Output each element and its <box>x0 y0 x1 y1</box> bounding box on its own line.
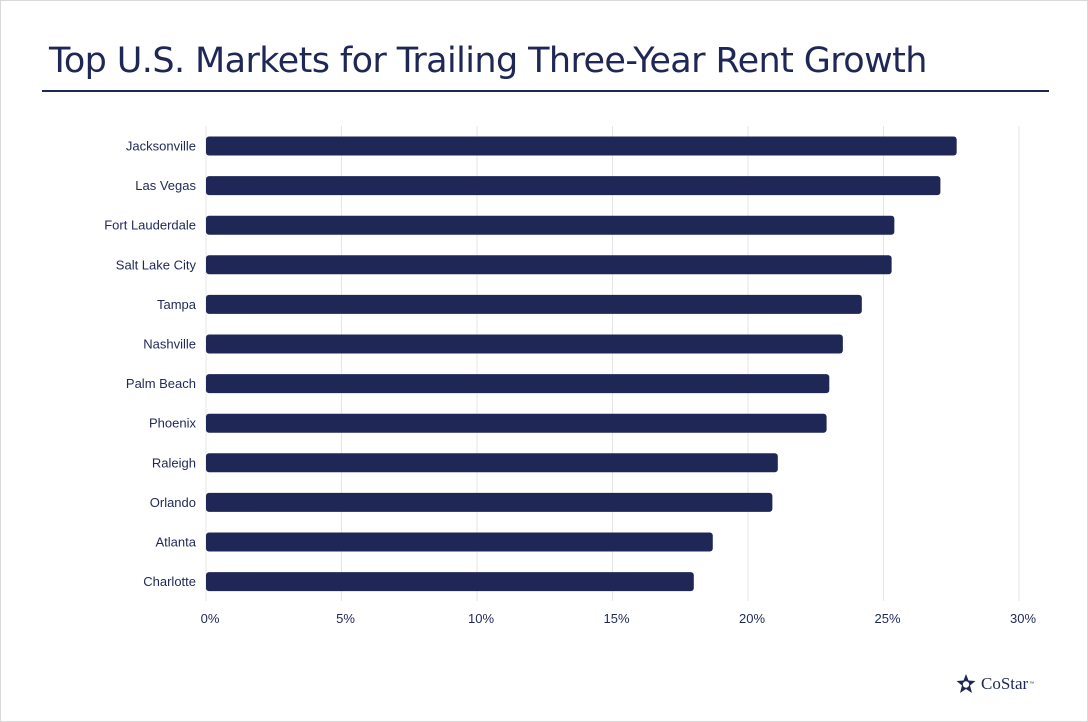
x-tick-label: 20% <box>739 611 765 626</box>
category-label: Nashville <box>143 337 196 352</box>
category-label: Raleigh <box>152 455 196 470</box>
category-label: Orlando <box>150 495 196 510</box>
category-label: Jacksonville <box>126 139 196 154</box>
trademark-symbol: ™ <box>1029 681 1035 687</box>
bar <box>206 215 895 235</box>
chart-title: Top U.S. Markets for Trailing Three-Year… <box>49 41 927 81</box>
x-tick-label: 10% <box>468 611 494 626</box>
x-tick-label: 15% <box>603 611 629 626</box>
bar <box>206 334 843 354</box>
bar <box>206 572 694 592</box>
category-label: Las Vegas <box>135 178 196 193</box>
title-divider <box>42 90 1049 92</box>
category-label: Salt Lake City <box>116 257 197 272</box>
bar <box>206 374 830 394</box>
bar <box>206 136 957 156</box>
costar-wordmark: CoStar <box>981 674 1029 693</box>
bar <box>206 532 713 552</box>
category-label: Fort Lauderdale <box>104 218 196 233</box>
bar <box>206 453 778 473</box>
category-label: Tampa <box>157 297 197 312</box>
bar <box>206 413 827 433</box>
costar-logo: CoStar ™ <box>955 673 1034 695</box>
bar <box>206 255 892 275</box>
costar-star-icon <box>956 674 976 693</box>
category-label: Palm Beach <box>126 376 196 391</box>
x-tick-label: 25% <box>874 611 900 626</box>
category-label: Charlotte <box>143 574 196 589</box>
x-tick-label: 0% <box>201 611 220 626</box>
bar <box>206 294 862 314</box>
x-tick-label: 30% <box>1010 611 1036 626</box>
bar <box>206 492 773 512</box>
x-tick-label: 5% <box>336 611 355 626</box>
bar <box>206 176 941 196</box>
category-label: Phoenix <box>149 416 196 431</box>
category-label: Atlanta <box>156 535 197 550</box>
